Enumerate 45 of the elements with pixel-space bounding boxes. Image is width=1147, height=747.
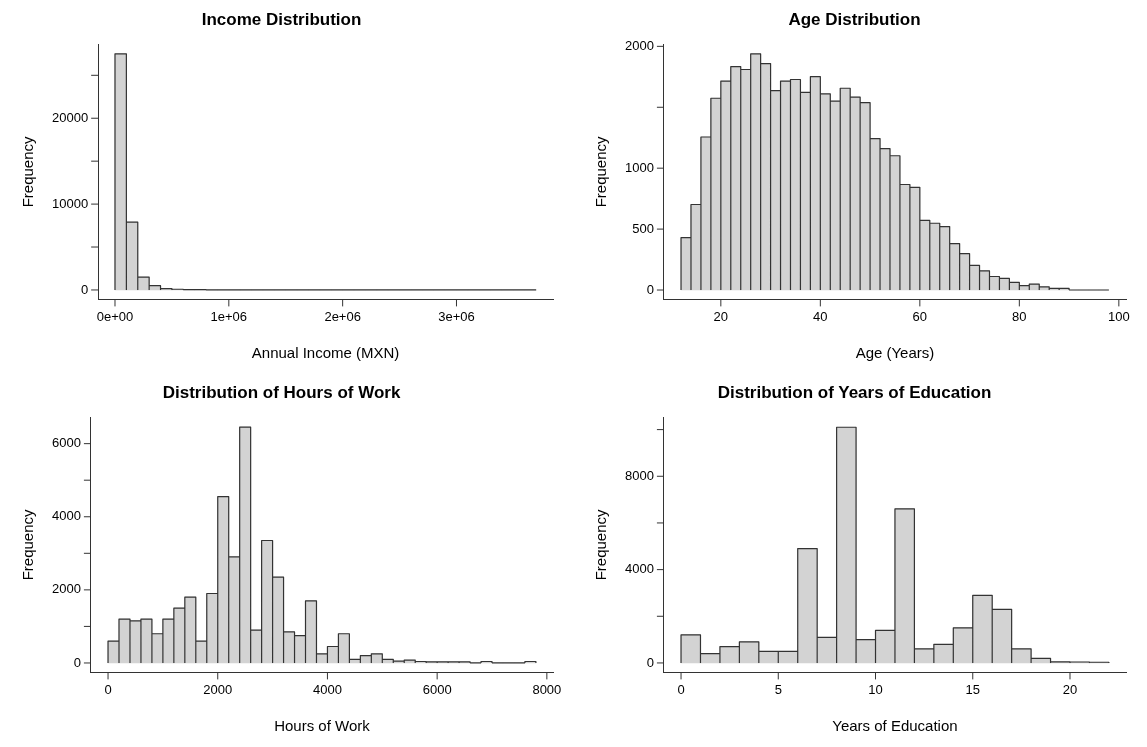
x-tick-label: 2e+06 <box>324 308 361 324</box>
y-tick-label: 8000 <box>625 467 654 483</box>
x-tick-label: 1e+06 <box>210 308 248 324</box>
y-axis-title: Frequency <box>592 135 610 208</box>
x-tick-label: 0e+00 <box>96 308 134 324</box>
x-tick-label: 20 <box>713 308 729 324</box>
y-tick-label: 10000 <box>51 195 89 211</box>
y-tick-label: 4000 <box>625 561 654 577</box>
y-tick-label: 0 <box>646 654 654 670</box>
y-tick-label: 2000 <box>52 581 81 597</box>
y-tick-label: 20000 <box>51 109 89 125</box>
y-axis-title: Frequency <box>19 135 37 208</box>
x-tick-label: 15 <box>965 681 980 697</box>
x-axis-title: Age (Years) <box>855 344 935 362</box>
chart-title: Distribution of Hours of Work <box>162 382 401 402</box>
y-tick-label: 4000 <box>52 508 81 524</box>
x-axis-title: Annual Income (MXN) <box>251 344 400 362</box>
y-tick-label: 1000 <box>625 159 654 175</box>
y-axis-title: Frequency <box>19 508 37 581</box>
chart-title: Income Distribution <box>201 9 362 29</box>
y-tick-label: 0 <box>80 281 89 297</box>
x-tick-label: 100 <box>1107 308 1130 324</box>
x-tick-label: 10 <box>868 681 883 697</box>
x-tick-label: 0 <box>104 681 112 697</box>
x-axis-title: Hours of Work <box>274 717 371 735</box>
x-tick-label: 2000 <box>203 681 233 697</box>
x-tick-label: 8000 <box>532 681 562 697</box>
y-tick-label: 6000 <box>52 435 81 451</box>
x-tick-label: 5 <box>774 681 782 697</box>
x-tick-label: 3e+06 <box>438 308 475 324</box>
y-tick-label: 0 <box>646 281 654 297</box>
y-tick-label: 2000 <box>625 37 654 53</box>
x-tick-label: 4000 <box>312 681 342 697</box>
x-tick-label: 20 <box>1062 681 1078 697</box>
chart-title: Distribution of Years of Education <box>717 382 992 402</box>
y-axis-title: Frequency <box>592 508 610 581</box>
x-tick-label: 0 <box>677 681 685 697</box>
x-tick-label: 60 <box>912 308 928 324</box>
x-tick-label: 6000 <box>422 681 452 697</box>
y-tick-label: 0 <box>73 654 81 670</box>
y-tick-label: 500 <box>632 220 654 236</box>
x-tick-label: 40 <box>813 308 828 324</box>
x-axis-title: Years of Education <box>832 717 958 735</box>
x-tick-label: 80 <box>1012 308 1027 324</box>
chart-title: Age Distribution <box>788 9 921 29</box>
